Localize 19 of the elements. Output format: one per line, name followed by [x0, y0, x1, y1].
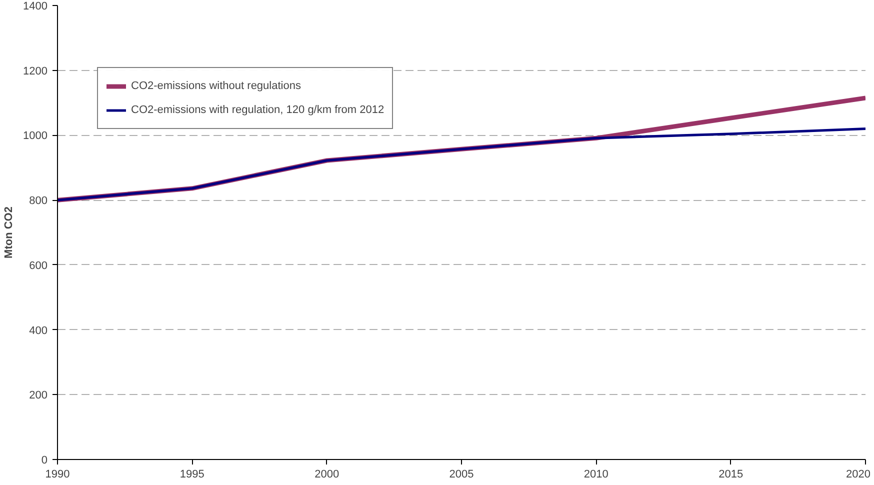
x-tick-label: 2010 [584, 468, 608, 480]
x-tick-label: 2000 [314, 468, 340, 480]
y-tick-label: 600 [29, 260, 48, 272]
y-tick-label: 1200 [23, 65, 48, 78]
x-tick-label: 1990 [45, 468, 70, 480]
y-axis-title: Mton CO2 [3, 206, 16, 258]
y-tick-label: 1000 [23, 130, 48, 142]
y-tick-label: 400 [29, 324, 48, 337]
x-tick-label: 2015 [718, 468, 744, 480]
y-tick-label: 800 [29, 195, 48, 208]
legend-label: CO2-emissions without regulations [131, 80, 301, 92]
y-tick-label: 0 [41, 454, 48, 466]
legend-label: CO2-emissions with regulation, 120 g/km from 2012 [131, 104, 384, 116]
y-tick-label: 200 [29, 390, 48, 402]
x-tick-label: 2005 [449, 468, 474, 480]
x-tick-label: 1995 [180, 468, 204, 480]
x-tick-label: 2020 [846, 468, 871, 480]
y-tick-label: 1400 [23, 0, 48, 12]
line-series [58, 127, 866, 202]
